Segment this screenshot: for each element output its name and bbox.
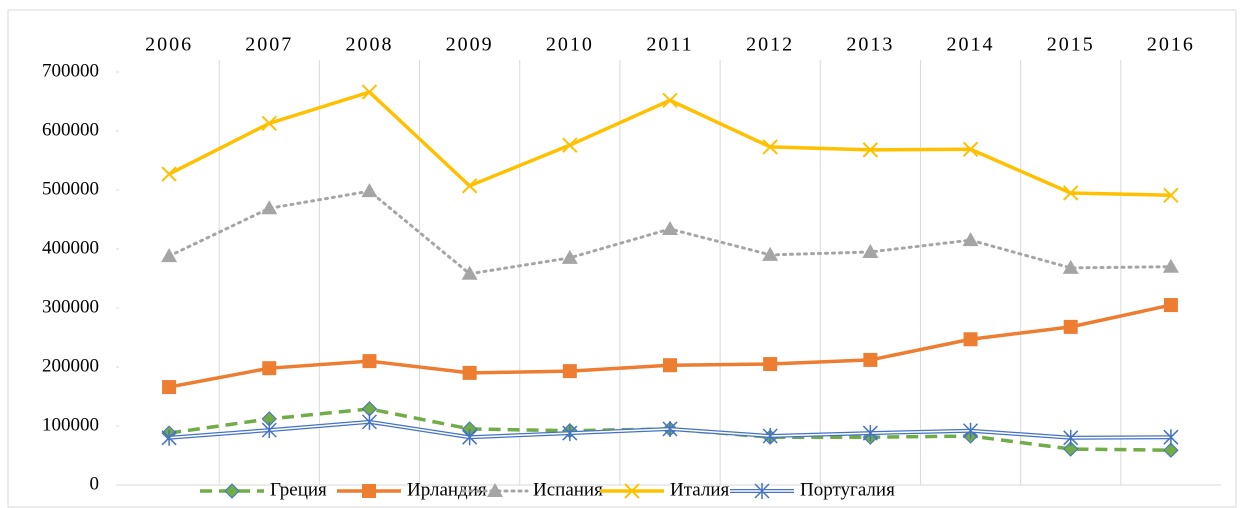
- y-tick-label: 700000: [42, 60, 99, 81]
- marker: [963, 422, 979, 439]
- legend-item: Италия: [600, 479, 730, 500]
- marker: [461, 265, 478, 280]
- y-tick-label: 600000: [42, 119, 99, 140]
- marker: [762, 139, 778, 155]
- x-tick-label: 2009: [446, 34, 494, 56]
- marker: [962, 232, 979, 247]
- marker: [361, 84, 378, 100]
- marker: [862, 243, 879, 258]
- marker: [562, 137, 578, 153]
- y-tick-label: 0: [90, 473, 100, 494]
- marker: [762, 428, 778, 445]
- marker: [161, 248, 178, 263]
- marker: [262, 361, 277, 376]
- marker: [1063, 441, 1079, 457]
- marker: [362, 354, 377, 369]
- x-tick-label: 2014: [947, 34, 995, 56]
- marker: [462, 365, 477, 380]
- marker: [663, 358, 677, 373]
- marker: [462, 429, 478, 446]
- marker: [1063, 429, 1079, 446]
- marker: [1162, 258, 1179, 273]
- legend-label: Испания: [533, 479, 603, 500]
- y-tick-label: 400000: [42, 237, 99, 258]
- marker: [561, 249, 578, 264]
- marker: [1063, 185, 1079, 201]
- marker: [662, 220, 678, 235]
- marker: [261, 422, 277, 439]
- x-tick-label: 2016: [1147, 34, 1195, 56]
- series: [162, 298, 1178, 395]
- marker: [361, 413, 377, 430]
- marker: [763, 357, 778, 372]
- marker: [224, 483, 240, 499]
- marker: [862, 425, 878, 442]
- marker: [863, 352, 878, 367]
- legend-label: Греция: [270, 479, 327, 500]
- marker: [1163, 442, 1179, 458]
- legend-item: Греция: [200, 479, 327, 500]
- marker: [261, 200, 278, 215]
- marker: [1062, 259, 1079, 274]
- marker: [624, 483, 640, 499]
- x-tick-label: 2010: [546, 34, 594, 56]
- marker: [662, 92, 678, 109]
- y-tick-label: 300000: [42, 296, 99, 317]
- legend-item: Ирландия: [337, 479, 487, 500]
- y-tick-label: 200000: [42, 355, 99, 376]
- marker: [161, 166, 177, 182]
- marker: [754, 483, 770, 499]
- x-tick-label: 2008: [345, 34, 393, 56]
- marker: [161, 429, 177, 446]
- y-tick-label: 500000: [42, 178, 99, 199]
- legend-label: Италия: [670, 479, 730, 500]
- legend-label: Португалия: [800, 479, 895, 500]
- x-tick-label: 2007: [245, 34, 293, 56]
- marker: [487, 483, 503, 497]
- marker: [662, 420, 678, 437]
- marker: [361, 183, 378, 198]
- series: [161, 84, 1179, 204]
- series: [161, 183, 1179, 280]
- marker: [562, 425, 578, 442]
- x-tick-label: 2011: [646, 34, 693, 56]
- legend-label: Ирландия: [407, 479, 487, 500]
- marker: [963, 332, 978, 347]
- marker: [1163, 429, 1179, 446]
- marker: [261, 115, 277, 132]
- marker: [762, 246, 779, 261]
- series: [161, 413, 1179, 446]
- marker: [362, 484, 376, 498]
- chart-border: [7, 9, 1237, 508]
- marker: [162, 380, 177, 395]
- marker: [962, 141, 979, 157]
- legend-item: Испания: [461, 479, 603, 500]
- marker: [1163, 298, 1178, 313]
- marker: [1063, 319, 1078, 334]
- marker: [461, 178, 478, 194]
- marker: [1163, 187, 1179, 204]
- x-tick-label: 2013: [846, 34, 894, 56]
- x-tick-label: 2006: [145, 34, 193, 56]
- x-tick-label: 2015: [1047, 34, 1095, 56]
- marker: [862, 142, 879, 158]
- y-tick-label: 100000: [42, 414, 99, 435]
- x-tick-label: 2012: [746, 34, 794, 56]
- marker: [562, 364, 577, 379]
- legend-item: Португалия: [730, 479, 895, 500]
